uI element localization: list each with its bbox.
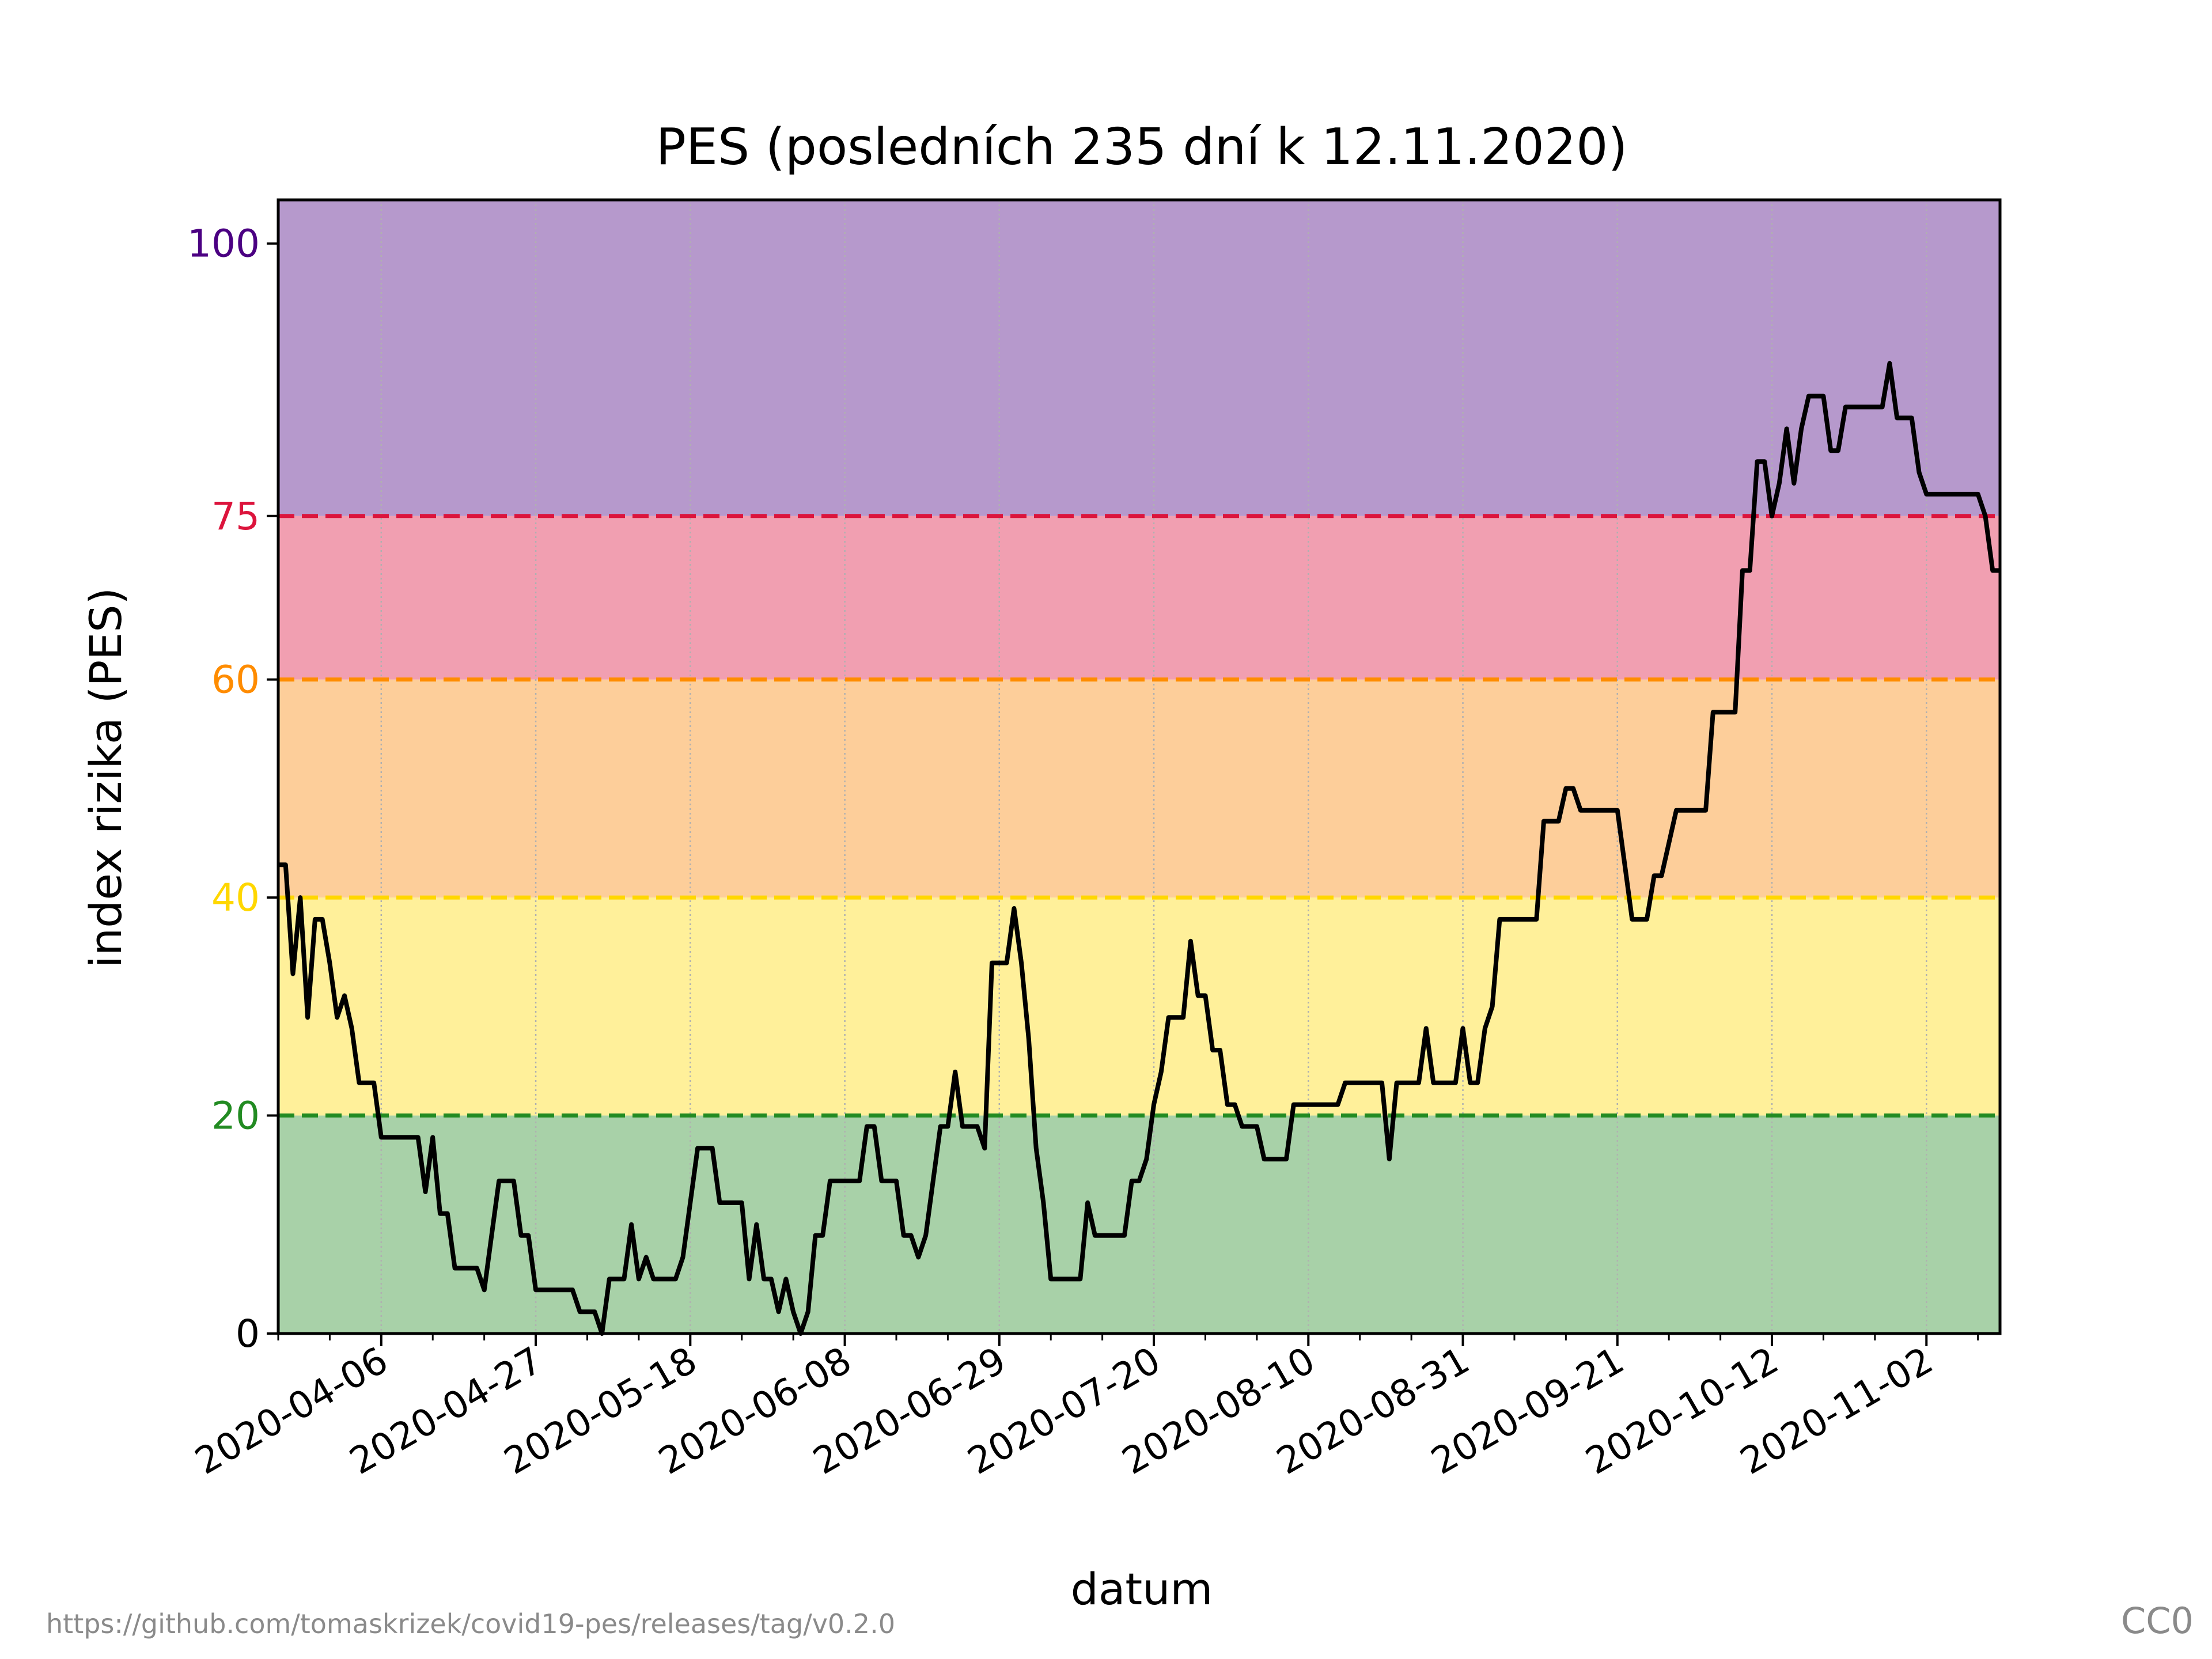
y-tick-label-75: 75 [211,494,260,539]
y-tick-label-20: 20 [211,1094,260,1138]
chart-title: PES (posledních 235 dní k 12.11.2020) [656,118,1628,176]
band-75-104 [278,200,2000,516]
risk-level-bands [278,200,2000,1334]
y-tick-label-40: 40 [211,876,260,920]
x-axis-label: datum [1071,1563,1213,1615]
y-tick-label-100: 100 [187,222,260,266]
y-axis-label: index rizika (PES) [80,588,131,968]
x-axis-ticks: 2020-04-062020-04-272020-05-182020-06-08… [188,1334,1979,1483]
vertical-gridlines [380,200,1927,1334]
band-60-75 [278,516,2000,680]
plot-frame [276,198,2002,1335]
series-line [278,361,2000,1336]
y-axis-ticks: 0 20 40 60 75 100 [187,222,278,1356]
data-series [278,361,2000,1336]
band-0-20 [278,1115,2000,1334]
y-tick-label-60: 60 [211,658,260,702]
threshold-lines [278,514,2000,1118]
band-40-60 [278,679,2000,898]
y-tick-label-0: 0 [236,1312,260,1356]
source-url: https://github.com/tomaskrizek/covid19-p… [46,1608,895,1639]
license-label: CC0 [2121,1600,2194,1642]
band-20-40 [278,897,2000,1116]
